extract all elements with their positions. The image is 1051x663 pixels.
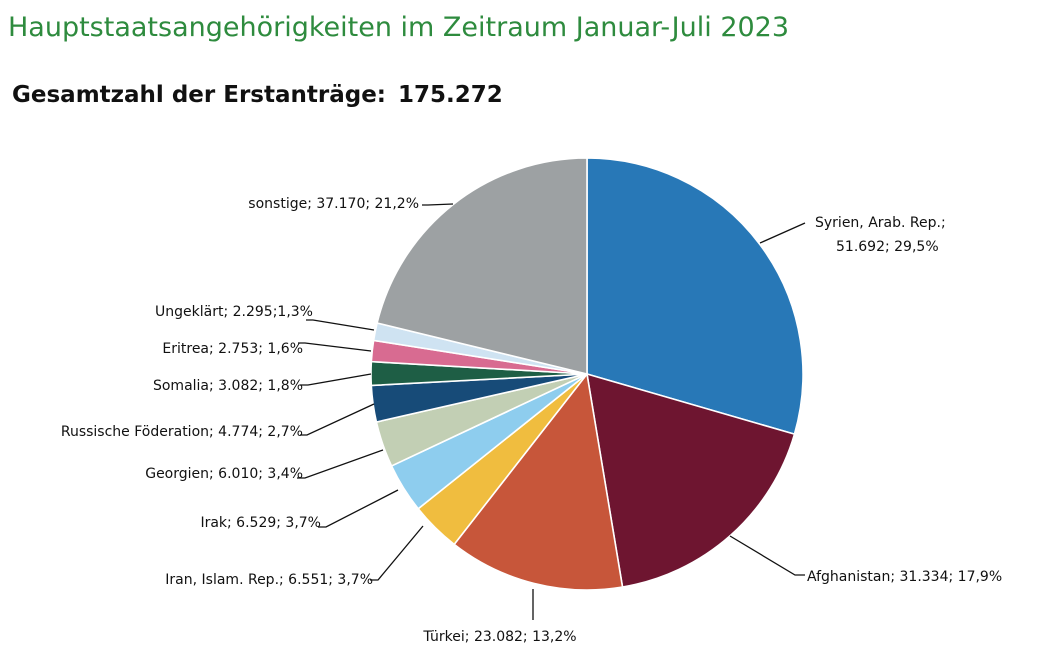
pie-slice-sonstige <box>376 157 588 376</box>
pie-slice-afghanistan <box>586 372 796 588</box>
data-label-iran-islam-rep: Iran, Islam. Rep.; 6.551; 3,7% <box>165 572 373 588</box>
page-title: Hauptstaatsangehörigkeiten im Zeitraum J… <box>8 12 790 43</box>
leader-line-iran-islam-rep <box>370 525 424 581</box>
leader-line-georgien <box>297 449 384 479</box>
data-label-irak: Irak; 6.529; 3,7% <box>200 515 321 531</box>
leader-line-russische-foderation <box>300 403 375 436</box>
total-applications: Gesamtzahl der Erstanträge: 175.272 <box>12 82 503 108</box>
data-label-afghanistan: Afghanistan; 31.334; 17,9% <box>807 569 1002 585</box>
leader-line-ungeklart <box>306 319 375 331</box>
data-label-russische-foderation: Russische Föderation; 4.774; 2,7% <box>61 424 303 440</box>
pie-slice-syrien-arab-rep <box>586 157 804 436</box>
leader-line-sonstige <box>422 203 454 206</box>
data-label-ungeklart: Ungeklärt; 2.295;1,3% <box>155 304 313 320</box>
leader-line-afghanistan <box>729 535 805 576</box>
data-label-turkei: Türkei; 23.082; 13,2% <box>422 629 576 645</box>
total-label: Gesamtzahl der Erstanträge: <box>12 82 386 108</box>
data-label-sonstige: sonstige; 37.170; 21,2% <box>248 196 419 212</box>
total-value: 175.272 <box>398 82 503 108</box>
data-label-eritrea: Eritrea; 2.753; 1,6% <box>162 341 303 357</box>
leader-line-eritrea <box>298 342 372 352</box>
leader-line-syrien-arab-rep <box>759 222 806 244</box>
pie-slice-turkei <box>453 372 624 591</box>
leader-line-somalia <box>300 373 372 386</box>
data-label-syrien-arab-rep: Syrien, Arab. Rep.; <box>815 215 946 231</box>
data-label-somalia: Somalia; 3.082; 1,8% <box>153 378 303 394</box>
data-label-georgien: Georgien; 6.010; 3,4% <box>145 466 303 482</box>
leader-line-irak <box>318 489 399 528</box>
data-label-syrien-arab-rep: 51.692; 29,5% <box>836 239 939 255</box>
